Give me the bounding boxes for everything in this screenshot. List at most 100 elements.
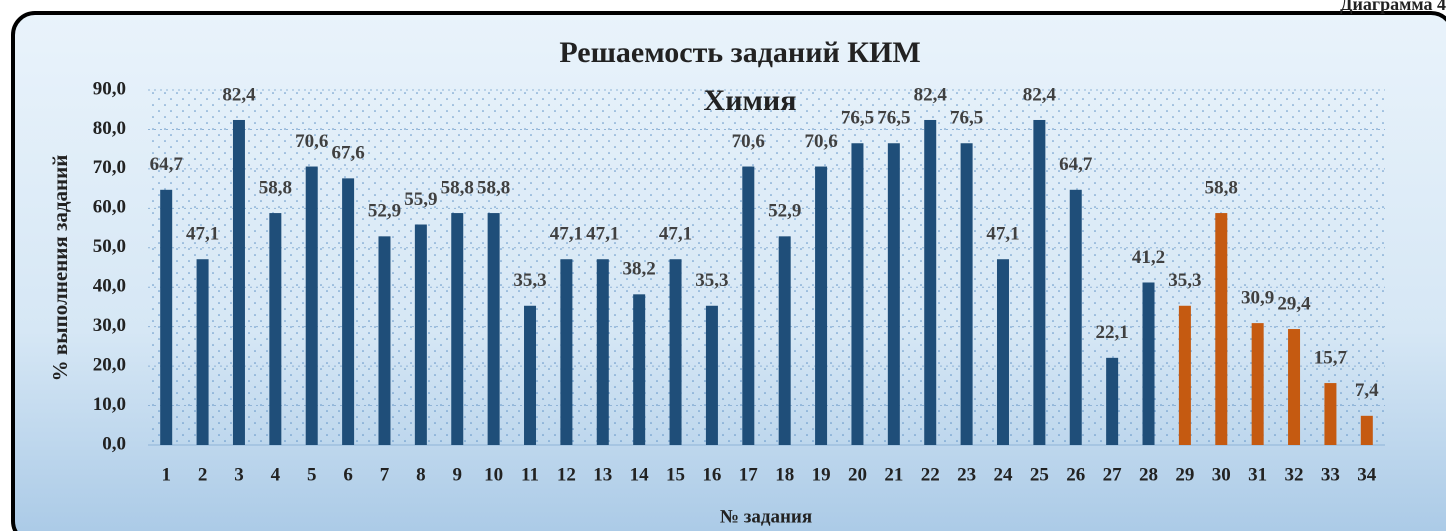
bar — [669, 259, 682, 445]
value-label: 52,9 — [768, 201, 801, 222]
value-label: 47,1 — [586, 224, 619, 245]
bar — [1360, 415, 1373, 445]
value-label: 35,3 — [1168, 270, 1201, 291]
y-tick-label: 10,0 — [93, 394, 126, 415]
bar — [1324, 383, 1337, 445]
chart-title: Решаемость заданий КИМ — [559, 36, 920, 69]
x-tick-label: 34 — [1357, 464, 1377, 485]
value-label: 82,4 — [1023, 84, 1057, 105]
value-label: 82,4 — [222, 84, 256, 105]
x-tick-label: 10 — [484, 464, 503, 485]
bar — [596, 259, 609, 445]
y-tick-label: 50,0 — [93, 236, 126, 257]
x-axis-title: № задания — [720, 506, 812, 527]
bar — [960, 143, 973, 445]
value-label: 35,3 — [695, 270, 728, 291]
x-tick-label: 24 — [993, 464, 1013, 485]
value-label: 58,8 — [477, 177, 510, 198]
plot-area — [148, 90, 1385, 445]
value-label: 70,6 — [295, 131, 328, 152]
bar — [232, 119, 245, 445]
value-label: 55,9 — [404, 189, 437, 210]
x-tick-label: 16 — [702, 464, 721, 485]
x-tick-label: 15 — [666, 464, 685, 485]
x-tick-label: 19 — [812, 464, 831, 485]
y-tick-label: 60,0 — [93, 197, 126, 218]
value-label: 47,1 — [186, 224, 219, 245]
y-tick-label: 40,0 — [93, 276, 126, 297]
x-tick-label: 6 — [343, 464, 353, 485]
y-tick-label: 20,0 — [93, 354, 126, 375]
bar — [378, 236, 391, 445]
value-label: 58,8 — [1205, 177, 1238, 198]
y-tick-label: 80,0 — [93, 118, 126, 139]
value-label: 70,6 — [732, 131, 765, 152]
value-label: 76,5 — [877, 108, 910, 129]
bar — [451, 213, 464, 445]
x-tick-label: 22 — [921, 464, 940, 485]
bar — [160, 189, 173, 445]
value-label: 76,5 — [950, 108, 983, 129]
x-tick-label: 3 — [234, 464, 244, 485]
value-label: 52,9 — [368, 201, 401, 222]
bar — [633, 294, 646, 445]
x-tick-label: 12 — [557, 464, 576, 485]
value-label: 70,6 — [804, 131, 837, 152]
x-tick-label: 28 — [1139, 464, 1158, 485]
bar — [414, 224, 427, 445]
y-tick-label: 30,0 — [93, 315, 126, 336]
value-label: 64,7 — [1059, 154, 1093, 175]
value-label: 76,5 — [841, 108, 874, 129]
bar — [705, 305, 718, 445]
bar — [1069, 189, 1082, 445]
bar — [342, 178, 355, 445]
bar — [305, 166, 318, 445]
value-label: 47,1 — [550, 224, 583, 245]
bar — [996, 259, 1009, 445]
x-tick-label: 13 — [593, 464, 612, 485]
bar — [887, 143, 900, 445]
y-axis-title: % выполнения заданий — [48, 155, 72, 382]
x-tick-label: 32 — [1285, 464, 1304, 485]
bar — [1033, 119, 1046, 445]
value-label: 67,6 — [331, 143, 364, 164]
x-tick-label: 2 — [198, 464, 208, 485]
bar — [1215, 213, 1228, 445]
y-tick-label: 0,0 — [102, 433, 126, 454]
x-tick-label: 11 — [521, 464, 539, 485]
x-tick-label: 29 — [1175, 464, 1194, 485]
value-label: 47,1 — [659, 224, 692, 245]
x-tick-label: 21 — [884, 464, 903, 485]
x-tick-label: 8 — [416, 464, 426, 485]
bar — [1288, 329, 1301, 445]
x-tick-label: 31 — [1248, 464, 1267, 485]
x-tick-label: 1 — [161, 464, 171, 485]
bar — [1106, 357, 1119, 445]
y-tick-label: 90,0 — [93, 78, 126, 99]
x-tick-label: 7 — [380, 464, 390, 485]
value-label: 58,8 — [441, 177, 474, 198]
value-label: 82,4 — [914, 84, 948, 105]
x-tick-label: 5 — [307, 464, 317, 485]
value-label: 47,1 — [986, 224, 1019, 245]
value-label: 64,7 — [150, 154, 184, 175]
x-tick-label: 4 — [271, 464, 281, 485]
value-label: 35,3 — [513, 270, 546, 291]
bar — [1142, 282, 1155, 445]
value-label: 15,7 — [1314, 347, 1348, 368]
bar — [815, 166, 828, 445]
value-label: 30,9 — [1241, 287, 1274, 308]
chart-subtitle: Химия — [704, 84, 797, 117]
value-label: 58,8 — [259, 177, 292, 198]
bar — [560, 259, 573, 445]
bar — [924, 119, 937, 445]
x-tick-label: 25 — [1030, 464, 1049, 485]
bar — [778, 236, 791, 445]
x-tick-label: 9 — [453, 464, 463, 485]
bar — [742, 166, 755, 445]
bar — [487, 213, 500, 445]
annotation: Диаграмма 4 — [1340, 0, 1446, 14]
bar — [269, 213, 282, 445]
value-label: 38,2 — [623, 259, 656, 280]
x-tick-label: 27 — [1103, 464, 1123, 485]
